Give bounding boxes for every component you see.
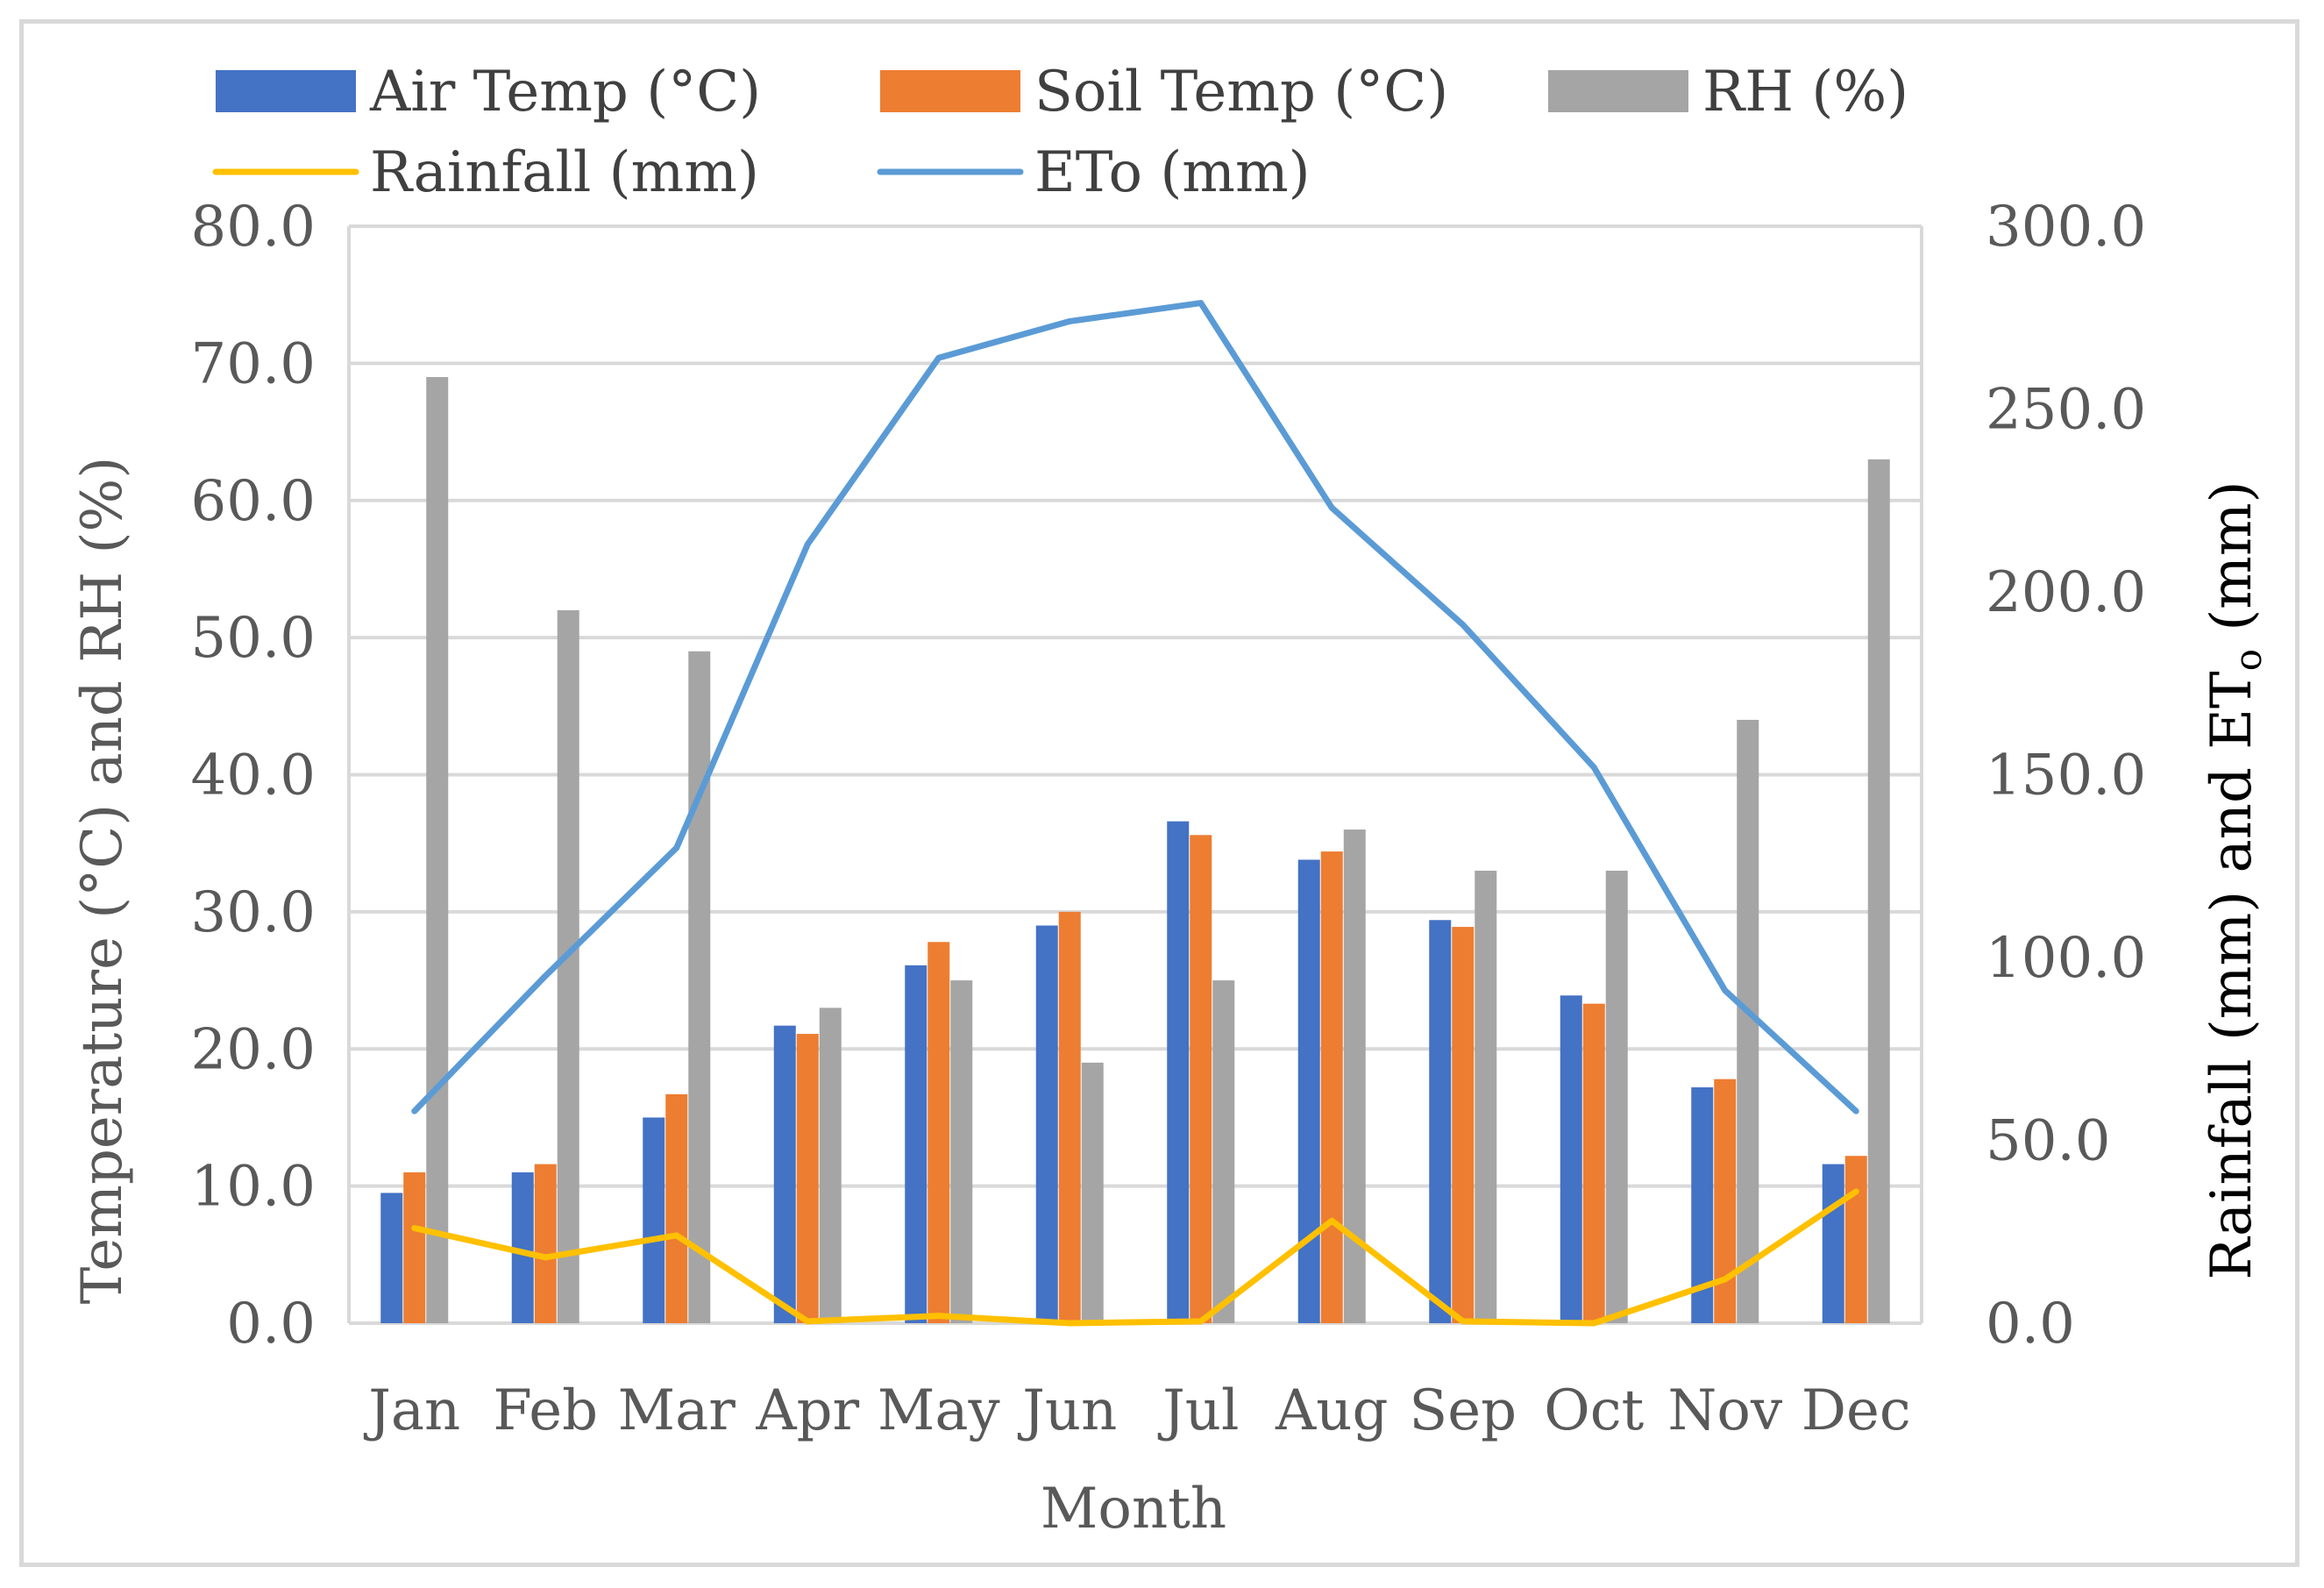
right-y-tick-label: 50.0	[1986, 1109, 2111, 1174]
left-y-tick-label: 0.0	[226, 1292, 316, 1357]
bar-soil-temp-c	[927, 942, 950, 1323]
line-series-group	[411, 300, 1859, 1327]
bar-soil-temp-c	[534, 1164, 557, 1323]
left-y-tick-label: 40.0	[191, 744, 316, 808]
bar-rh	[1475, 870, 1497, 1323]
right-y-tick-label: 100.0	[1986, 926, 2146, 991]
x-tick-label: Oct	[1544, 1378, 1644, 1443]
x-tick-label: Feb	[493, 1378, 598, 1443]
bar-rh	[1343, 830, 1366, 1323]
legend-label-eto-mm: ETo (mm)	[1034, 140, 1311, 205]
legend-label-rh: RH (%)	[1702, 60, 1908, 125]
legend-swatch-air-temp-c	[216, 70, 356, 112]
bar-soil-temp-c	[1582, 1003, 1605, 1323]
bar-rh	[819, 1008, 842, 1323]
bar-air-temp-c	[905, 965, 927, 1323]
bar-soil-temp-c	[403, 1171, 426, 1323]
x-tick-label: Apr	[755, 1378, 859, 1443]
left-y-tick-label: 80.0	[191, 195, 316, 260]
bar-rh	[1081, 1062, 1104, 1323]
right-y-tick-label: 0.0	[1986, 1292, 2075, 1357]
left-y-tick-label: 20.0	[191, 1017, 316, 1082]
bar-air-temp-c	[1167, 821, 1190, 1323]
bar-rh	[1867, 459, 1890, 1323]
x-tick-label: Nov	[1667, 1378, 1782, 1443]
x-tick-label: Jan	[363, 1378, 460, 1443]
left-y-axis-title: Temperature (°C) and RH (%)	[70, 457, 135, 1305]
bar-soil-temp-c	[665, 1093, 688, 1323]
left-y-tick-label: 10.0	[191, 1155, 316, 1220]
legend-label-soil-temp-c: Soil Temp (°C)	[1034, 60, 1448, 125]
bar-rh	[1212, 980, 1235, 1323]
legend-swatch-rh	[1548, 70, 1688, 112]
right-y-tick-label: 300.0	[1986, 195, 2146, 260]
bar-soil-temp-c	[1058, 911, 1081, 1323]
right-y-axis-title-subscript: o	[2227, 649, 2270, 671]
legend-label-rainfall-mm: Rainfall (mm)	[370, 140, 759, 205]
left-y-tick-label: 50.0	[191, 606, 316, 671]
bar-air-temp-c	[1822, 1164, 1844, 1323]
bar-soil-temp-c	[1320, 851, 1343, 1323]
bar-rh	[557, 609, 579, 1323]
x-tick-label: Mar	[618, 1378, 736, 1443]
right-y-axis-title-tail: (mm)	[2200, 481, 2264, 649]
left-y-tick-label: 70.0	[191, 331, 316, 396]
tick-labels: 0.0 10.0 20.0 30.0 40.0 50.0 60.0 70.0 80.0 0.0 50…	[191, 195, 2147, 1443]
x-tick-label: Jun	[1017, 1378, 1117, 1443]
bar-rh	[688, 651, 711, 1323]
x-tick-label: Dec	[1802, 1378, 1911, 1443]
right-y-tick-label: 150.0	[1986, 744, 2146, 808]
x-tick-label: Sep	[1409, 1378, 1517, 1443]
bar-air-temp-c	[1560, 995, 1582, 1323]
bar-soil-temp-c	[1844, 1156, 1867, 1323]
left-y-tick-label: 30.0	[191, 880, 316, 945]
bar-soil-temp-c	[1190, 835, 1212, 1323]
bar-series-group	[380, 377, 1890, 1324]
line-rainfall-mm	[411, 1188, 1859, 1327]
left-y-tick-label: 60.0	[191, 469, 316, 534]
bar-air-temp-c	[643, 1117, 665, 1323]
bar-air-temp-c	[1297, 859, 1320, 1323]
bar-soil-temp-c	[1452, 927, 1475, 1323]
bar-air-temp-c	[1429, 920, 1452, 1323]
legend: Air Temp (°C) Soil Temp (°C) RH (%) Rainfal…	[212, 60, 1908, 205]
gridlines	[347, 224, 1923, 1325]
right-y-axis-title: Rainfall (mm) and ETo (mm)	[2200, 481, 2270, 1279]
bar-soil-temp-c	[796, 1034, 819, 1323]
bar-rh	[426, 377, 449, 1324]
bar-rh	[950, 980, 973, 1323]
x-tick-label: May	[878, 1378, 1000, 1443]
bar-soil-temp-c	[1714, 1079, 1737, 1323]
right-y-axis-title-main: Rainfall (mm) and ET	[2200, 671, 2264, 1280]
legend-swatch-soil-temp-c	[880, 70, 1020, 112]
x-tick-label: Jul	[1157, 1378, 1239, 1443]
x-axis-title: Month	[1041, 1477, 1226, 1542]
bar-rh	[1605, 870, 1628, 1323]
x-tick-label: Aug	[1275, 1378, 1388, 1443]
bar-air-temp-c	[773, 1025, 796, 1323]
right-y-tick-label: 200.0	[1986, 560, 2146, 625]
bar-air-temp-c	[1035, 925, 1058, 1323]
bar-air-temp-c	[380, 1193, 403, 1323]
right-y-tick-label: 250.0	[1986, 378, 2146, 443]
line-eto-mm	[411, 300, 1859, 1114]
legend-label-air-temp-c: Air Temp (°C)	[369, 60, 761, 125]
